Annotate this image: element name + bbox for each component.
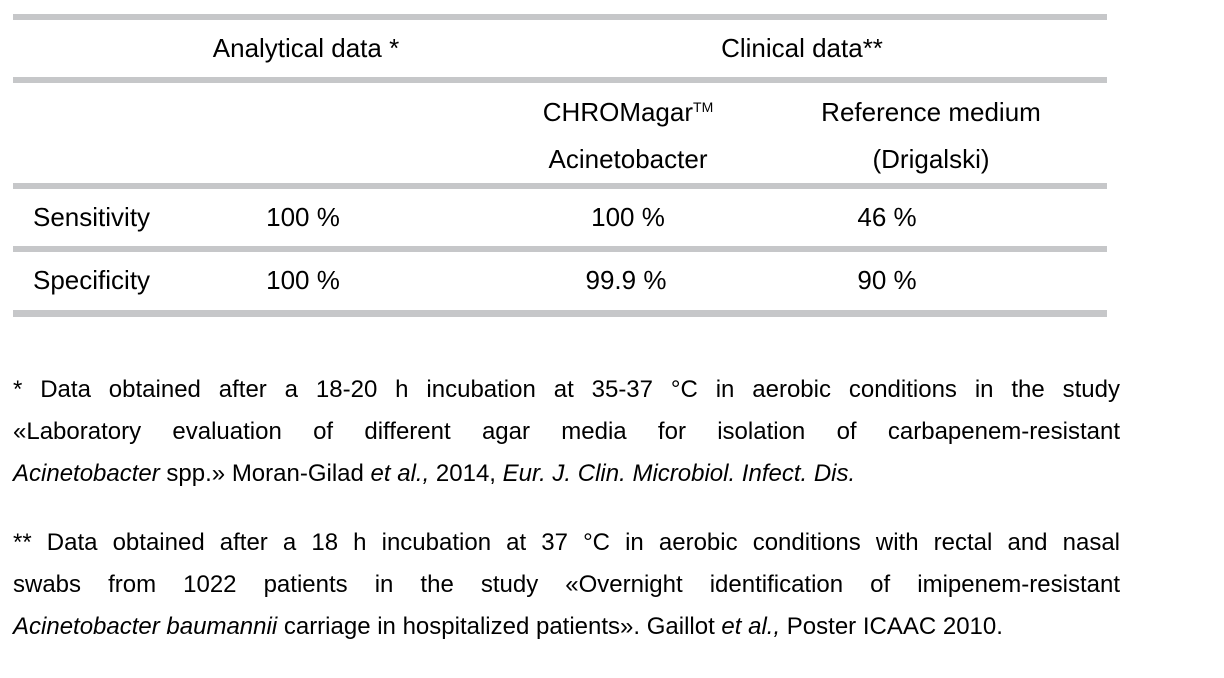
footnote-2-line-3: Acinetobacter baumannii carriage in hosp… (13, 606, 1120, 648)
column-header-chromagar-line1: CHROMagarTM (478, 89, 778, 136)
text-run: Poster ICAAC 2010. (780, 613, 1003, 640)
group-header-analytical-data: Analytical data * (212, 33, 400, 63)
footnote-2-line-1: ** Data obtained after a 18 h incubation… (13, 522, 1120, 564)
sensitivity-chromagar-value: 100 % (591, 202, 665, 232)
italic-text-run: Acinetobacter baumannii (13, 613, 278, 640)
column-header-reference-line1: Reference medium (821, 97, 1041, 127)
table-rule-top (13, 14, 1107, 20)
column-header-chromagar: CHROMagarTM Acinetobacter (478, 89, 778, 183)
column-header-reference-line2: (Drigalski) (872, 144, 990, 174)
table-rule-bottom (13, 310, 1107, 317)
footnote-1-line-2: «Laboratory evaluation of different agar… (13, 411, 1120, 453)
sensitivity-analytical-value: 100 % (266, 202, 340, 232)
sensitivity-reference-value: 46 % (857, 202, 917, 232)
text-run: spp.» Moran-Gilad (159, 460, 371, 487)
table-rule-under-column-headers (13, 183, 1107, 189)
chromagar-brand-text: CHROMagar (542, 97, 694, 127)
text-run: carriage in hospitalized patients». Gail… (277, 613, 722, 640)
footnote-clinical-data: ** Data obtained after a 18 h incubation… (13, 522, 1120, 648)
text-run: swabs from 1022 patients in the study «O… (13, 571, 1120, 598)
text-run: * Data obtained after a 18-20 h incubati… (13, 376, 1120, 403)
column-header-chromagar-line2: Acinetobacter (548, 144, 708, 174)
footnote-2-line-2: swabs from 1022 patients in the study «O… (13, 564, 1120, 606)
row-label-specificity: Specificity (33, 265, 151, 295)
specificity-analytical-value: 100 % (266, 265, 340, 295)
footnote-analytical-data: * Data obtained after a 18-20 h incubati… (13, 369, 1120, 495)
specificity-chromagar-value: 99.9 % (585, 265, 667, 295)
italic-text-run: Acinetobacter (13, 460, 160, 487)
specificity-reference-value: 90 % (857, 265, 917, 295)
text-run: «Laboratory evaluation of different agar… (13, 418, 1120, 445)
text-run: ** Data obtained after a 18 h incubation… (13, 529, 1120, 556)
italic-text-run: Eur. J. Clin. Microbiol. Infect. Dis. (502, 460, 856, 487)
text-run: 2014, (429, 460, 503, 487)
table-rule-between-rows (13, 246, 1107, 252)
table-rule-under-group-headers (13, 77, 1107, 83)
footnote-1-line-3: Acinetobacter spp.» Moran-Gilad et al., … (13, 453, 1120, 495)
trademark-superscript: TM (693, 99, 714, 115)
italic-text-run: et al., (721, 613, 781, 640)
footnote-1-line-1: * Data obtained after a 18-20 h incubati… (13, 369, 1120, 411)
row-label-sensitivity: Sensitivity (33, 202, 151, 232)
group-header-clinical-data: Clinical data** (721, 33, 883, 63)
italic-text-run: et al., (370, 460, 430, 487)
column-header-reference-medium: Reference medium (Drigalski) (781, 89, 1081, 183)
